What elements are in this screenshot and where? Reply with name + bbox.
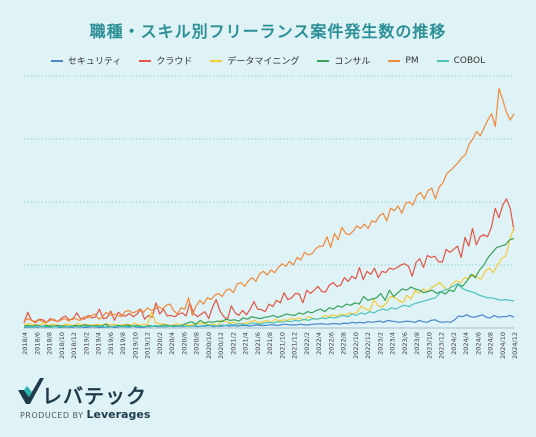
legend-swatch (139, 59, 152, 62)
legend-swatch (317, 59, 330, 62)
x-tick-label: 2022/4 (315, 332, 323, 355)
x-tick-label: 2024/2 (450, 332, 458, 355)
legend-swatch (50, 59, 63, 62)
legend-swatch (388, 59, 401, 62)
x-tick-label: 2020/10 (205, 332, 213, 359)
x-tick-label: 2024/6 (474, 332, 482, 355)
legend-swatch (210, 59, 223, 62)
legend-item: クラウド (139, 54, 192, 67)
logo-produced-by: PRODUCED BY (20, 411, 84, 420)
legend-swatch (436, 59, 449, 62)
series-line (23, 87, 515, 324)
legend-item: データマイニング (210, 54, 299, 67)
x-tick-label: 2020/8 (193, 332, 201, 355)
x-tick-label: 2018/12 (70, 332, 78, 359)
x-tick-label: 2020/4 (168, 332, 176, 355)
legend-label: セキュリティ (67, 57, 122, 67)
legend-item: セキュリティ (50, 54, 122, 67)
series-line (23, 198, 515, 324)
chart-title: 職種・スキル別フリーランス案件発生数の推移 (89, 22, 447, 41)
x-tick-label: 2020/2 (156, 332, 164, 355)
x-tick-label: 2021/2 (229, 332, 237, 355)
legend-label: データマイニング (227, 57, 300, 67)
x-tick-label: 2019/6 (107, 332, 115, 355)
series-line (23, 237, 515, 328)
x-tick-label: 2022/10 (352, 332, 360, 359)
legend-item: COBOL (436, 54, 486, 67)
legend-label: COBOL (453, 55, 486, 66)
legend-item: コンサル (317, 54, 370, 67)
x-tick-label: 2022/2 (303, 332, 311, 355)
legend-item: PM (388, 54, 419, 67)
x-tick-label: 2018/4 (21, 332, 29, 355)
logo-company: Leverages (86, 408, 151, 421)
x-tick-label: 2019/2 (82, 332, 90, 355)
x-tick-label: 2021/6 (254, 332, 262, 355)
x-tick-label: 2024/12 (511, 332, 519, 359)
x-tick-label: 2021/12 (291, 332, 299, 359)
x-tick-label: 2018/6 (33, 332, 41, 355)
x-tick-label: 2018/10 (58, 332, 66, 359)
x-tick-label: 2020/12 (217, 332, 225, 359)
x-tick-label: 2023/10 (425, 332, 433, 359)
legend-label: コンサル (334, 57, 371, 67)
x-tick-label: 2019/10 (131, 332, 139, 359)
x-tick-label: 2022/6 (327, 332, 335, 355)
x-tick-label: 2019/8 (119, 332, 127, 355)
x-tick-label: 2024/10 (499, 332, 507, 359)
chart-legend: セキュリティ クラウド データマイニング コンサル PM COBOL (0, 54, 536, 67)
x-tick-label: 2024/4 (462, 332, 470, 355)
x-tick-label: 2023/2 (376, 332, 384, 355)
x-tick-label: 2022/8 (340, 332, 348, 355)
x-tick-label: 2020/6 (180, 332, 188, 355)
x-tick-label: 2023/12 (438, 332, 446, 359)
checkmark-icon (18, 378, 44, 404)
x-tick-label: 2023/4 (389, 332, 397, 355)
series-line (23, 283, 515, 328)
x-tick-label: 2022/12 (364, 332, 372, 359)
x-tick-label: 2023/6 (401, 332, 409, 355)
logo-subline: PRODUCED BY Leverages (20, 408, 150, 421)
x-tick-label: 2024/8 (487, 332, 495, 355)
x-tick-label: 2019/12 (144, 332, 152, 359)
series-line (23, 227, 515, 327)
x-tick-label: 2021/4 (242, 332, 250, 355)
legend-label: クラウド (156, 57, 193, 67)
brand-logo: レバテック PRODUCED BY Leverages (18, 378, 168, 428)
logo-brand-text: レバテック (42, 384, 147, 408)
x-tick-label: 2021/8 (266, 332, 274, 355)
x-tick-label: 2018/8 (46, 332, 54, 355)
legend-label: PM (405, 55, 419, 66)
x-tick-label: 2023/8 (413, 332, 421, 355)
x-tick-label: 2019/4 (95, 332, 103, 355)
x-tick-label: 2021/10 (278, 332, 286, 359)
